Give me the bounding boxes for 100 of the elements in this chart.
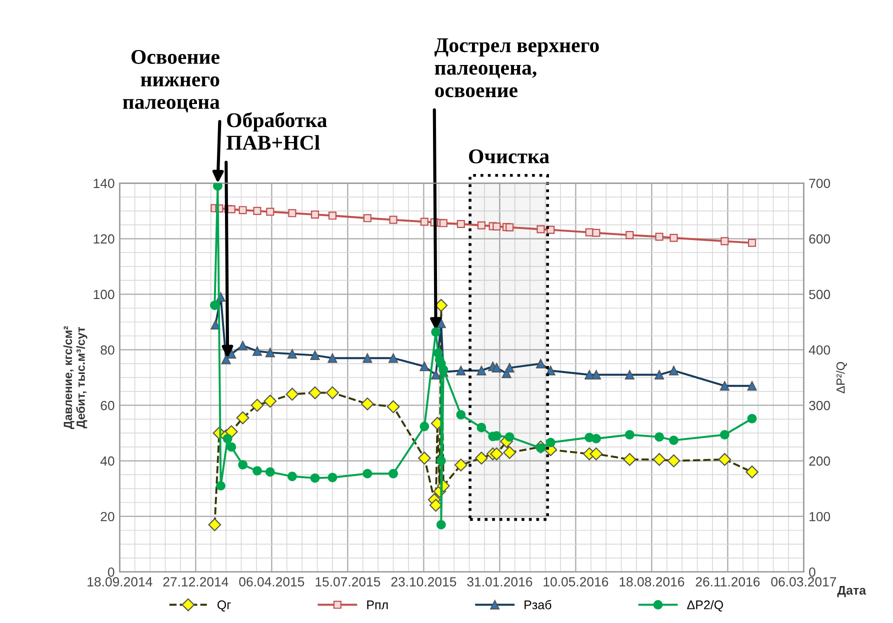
x-tick-label: 10.05.2016 (544, 577, 608, 586)
point (420, 362, 430, 372)
point (226, 442, 236, 452)
point (720, 381, 730, 391)
y-tick-label: 140 (94, 178, 114, 188)
legend-label: Qг (217, 600, 231, 612)
point (222, 434, 232, 444)
point (584, 370, 594, 380)
point (420, 218, 428, 226)
point (504, 363, 514, 373)
point (265, 467, 275, 477)
point (626, 231, 634, 240)
point (310, 473, 320, 483)
point (546, 438, 556, 448)
point (429, 498, 442, 512)
point (265, 348, 275, 358)
point (388, 468, 398, 478)
point (210, 300, 220, 310)
y-axis-title: Давление, кгс/см² Дебит, тыс.м³/сут (63, 326, 88, 430)
point (328, 212, 336, 220)
point (454, 458, 468, 472)
point (476, 422, 486, 432)
point (506, 223, 514, 232)
point (221, 354, 231, 364)
point (623, 453, 636, 466)
y2-tick-label: 100 (810, 512, 830, 522)
point (748, 238, 756, 247)
point (670, 234, 678, 242)
point (362, 353, 372, 363)
point (536, 358, 546, 368)
y-tick-label: 120 (94, 234, 114, 244)
legend-label: Рпл (367, 600, 388, 610)
y-tick-label: 100 (94, 290, 114, 300)
point (667, 454, 680, 468)
point (431, 370, 441, 380)
point (590, 447, 603, 460)
point (436, 456, 446, 466)
point (720, 237, 729, 246)
y-tick-label: 80 (100, 345, 114, 355)
point (492, 363, 502, 373)
point (224, 425, 238, 438)
annotation: Освоение нижнего палеоцена (122, 50, 220, 112)
point (363, 214, 372, 222)
point (386, 400, 400, 414)
y2-tick-label: 400 (808, 345, 830, 355)
point (236, 411, 250, 424)
x-tick-label: 15.07.2015 (316, 577, 380, 586)
point (718, 453, 732, 466)
point (746, 466, 758, 478)
point (216, 481, 226, 491)
x-tick-label: 06.03.2017 (771, 577, 836, 586)
annotation: Обработка ПАВ+HCl (226, 112, 327, 150)
point (492, 222, 501, 231)
point (720, 430, 730, 440)
point (210, 320, 220, 330)
point (504, 432, 514, 442)
point (208, 518, 222, 532)
point (326, 386, 339, 400)
legend-label: Рзаб (524, 600, 552, 610)
point (474, 452, 488, 465)
y2-tick-label: 200 (809, 456, 830, 466)
point (654, 432, 664, 442)
point (592, 228, 600, 237)
x-tick-label: 31.01.2016 (467, 577, 532, 586)
x-tick-label: 23.10.2015 (391, 577, 456, 586)
point (490, 447, 504, 460)
point (418, 452, 431, 465)
point (328, 472, 338, 482)
point (747, 381, 757, 391)
point (212, 183, 222, 191)
y2-tick-label: 700 (809, 178, 830, 188)
x-tick-label: 18.08.2016 (620, 577, 684, 586)
point (264, 394, 277, 408)
point (286, 388, 299, 401)
point (591, 370, 601, 380)
point (503, 446, 516, 459)
point (238, 206, 247, 214)
point (438, 365, 448, 374)
point (253, 206, 262, 215)
point (431, 327, 441, 337)
y-tick-label: 60 (100, 400, 114, 410)
point (287, 349, 297, 359)
band-label: Очистка (469, 149, 550, 164)
point (389, 216, 398, 224)
point (456, 220, 465, 228)
point (655, 232, 664, 241)
point (546, 366, 556, 376)
x-tick-label: 27.12.2014 (163, 577, 228, 586)
point (747, 414, 757, 424)
x-tick-label: 06.04.2015 (239, 577, 304, 586)
y-tick-label: 0 (108, 567, 114, 577)
point (250, 398, 264, 412)
annotation: Дострел верхнего палеоцена, освоение (434, 38, 599, 98)
point (266, 208, 274, 216)
point (436, 520, 446, 530)
point (652, 453, 666, 466)
point (310, 350, 320, 360)
point (252, 346, 262, 356)
y2-axis-title: ΔP²/Q (836, 362, 847, 394)
point (477, 221, 486, 230)
